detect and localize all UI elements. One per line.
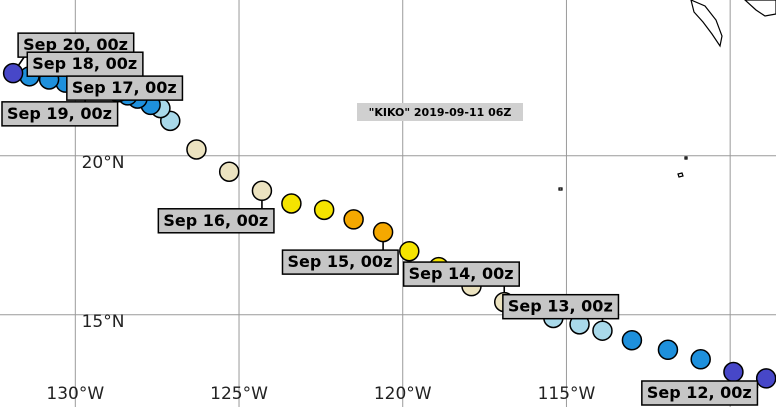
track-point bbox=[723, 361, 744, 383]
land bbox=[558, 0, 776, 191]
track-point bbox=[313, 199, 335, 221]
date-label-box bbox=[1, 101, 119, 127]
lon-tick-label: 115°W bbox=[538, 384, 596, 404]
date-label-box bbox=[281, 249, 399, 275]
date-label-text: Sep 18, 00z bbox=[32, 54, 137, 73]
track-point bbox=[251, 180, 273, 202]
date-label-text: Sep 12, 00z bbox=[647, 383, 752, 402]
lat-tick-label: 15°N bbox=[82, 312, 125, 332]
date-label-text: Sep 15, 00z bbox=[287, 252, 392, 271]
date-label: Sep 16, 00z bbox=[157, 208, 275, 234]
date-label: Sep 17, 00z bbox=[66, 75, 184, 101]
date-label-box bbox=[641, 380, 759, 406]
date-label-box bbox=[26, 51, 144, 77]
track-point bbox=[690, 349, 711, 370]
lat-tick-label: 20°N bbox=[82, 153, 125, 173]
date-label: Sep 18, 00z bbox=[26, 51, 144, 77]
track-point bbox=[186, 139, 207, 160]
island-clarion bbox=[558, 187, 563, 191]
storm-title: "KIKO" 2019-09-11 06Z bbox=[357, 103, 523, 121]
track-point bbox=[657, 339, 679, 361]
date-label-box bbox=[402, 261, 520, 287]
track-point bbox=[218, 161, 240, 182]
track-point bbox=[621, 329, 643, 351]
lon-tick-label: 130°W bbox=[46, 384, 104, 404]
date-label: Sep 12, 00z bbox=[641, 380, 759, 406]
date-labels: Sep 20, 00z Sep 19, 00z Sep 18, 00z Sep 17,… bbox=[1, 32, 759, 406]
date-label-text: Sep 13, 00z bbox=[508, 297, 613, 316]
date-label: Sep 19, 00z bbox=[1, 101, 119, 127]
storm-title-box bbox=[357, 103, 523, 121]
date-label-box bbox=[157, 208, 275, 234]
date-label: Sep 14, 00z bbox=[402, 261, 520, 287]
coastline-baja bbox=[690, 0, 723, 48]
lon-tick-label: 120°W bbox=[374, 384, 432, 404]
date-label-text: Sep 17, 00z bbox=[72, 78, 177, 97]
date-label: Sep 13, 00z bbox=[502, 293, 620, 320]
lon-tick-label: 125°W bbox=[210, 384, 268, 404]
date-label-box bbox=[66, 75, 184, 101]
island-small bbox=[684, 156, 688, 160]
date-label-text: Sep 20, 00z bbox=[23, 35, 128, 54]
date-label-box bbox=[502, 293, 620, 320]
track-point bbox=[755, 368, 776, 389]
track-point bbox=[399, 240, 420, 262]
track-point bbox=[281, 193, 302, 214]
date-label-text: Sep 19, 00z bbox=[7, 104, 112, 123]
track-point bbox=[343, 209, 364, 230]
coastline-baja-tip bbox=[744, 0, 776, 17]
island-socorro bbox=[677, 172, 684, 178]
date-label-text: Sep 16, 00z bbox=[163, 211, 268, 230]
track-point bbox=[2, 62, 24, 84]
storm-title-text: "KIKO" 2019-09-11 06Z bbox=[369, 106, 512, 119]
track-point bbox=[592, 320, 613, 341]
date-label-text: Sep 14, 00z bbox=[409, 264, 514, 283]
date-label: Sep 15, 00z bbox=[281, 249, 399, 275]
track-point bbox=[372, 221, 394, 243]
